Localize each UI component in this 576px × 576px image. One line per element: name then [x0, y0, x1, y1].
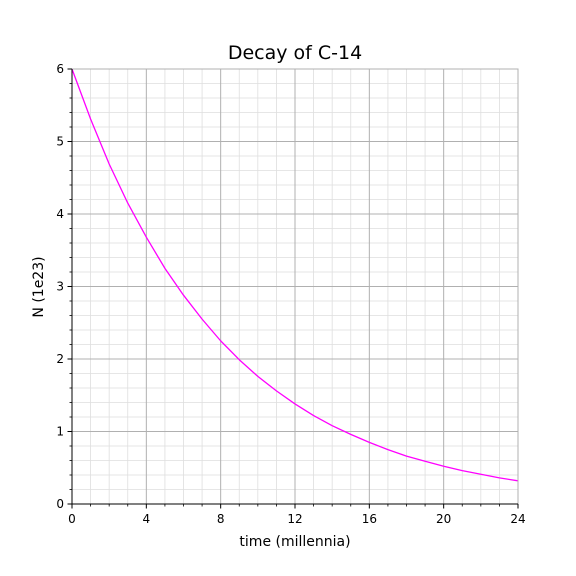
- series-layer: [71, 68, 519, 482]
- x-tick-label: 8: [217, 512, 225, 526]
- y-tick-label: 6: [56, 62, 64, 76]
- x-tick-label: 12: [287, 512, 302, 526]
- y-axis-label: N (1e23): [31, 256, 47, 317]
- chart-title: Decay of C-14: [228, 42, 362, 64]
- y-tick-label: 2: [56, 352, 64, 366]
- y-tick-label: 5: [56, 135, 64, 149]
- y-tick-label: 3: [56, 280, 64, 294]
- x-tick-label: 0: [68, 512, 76, 526]
- y-tick-label: 0: [56, 497, 64, 511]
- y-tick-label: 1: [56, 425, 64, 439]
- x-axis-ticks: 0 4 8 12 16 20 24: [68, 504, 526, 526]
- y-tick-label: 4: [56, 207, 64, 221]
- y-axis-ticks: 0 1 2 3 4 5 6: [56, 62, 72, 511]
- series-line-0: [71, 68, 519, 482]
- x-tick-label: 20: [436, 512, 451, 526]
- x-tick-label: 4: [143, 512, 151, 526]
- x-axis-label: time (millennia): [239, 534, 350, 550]
- x-tick-label: 24: [510, 512, 525, 526]
- x-tick-label: 16: [362, 512, 377, 526]
